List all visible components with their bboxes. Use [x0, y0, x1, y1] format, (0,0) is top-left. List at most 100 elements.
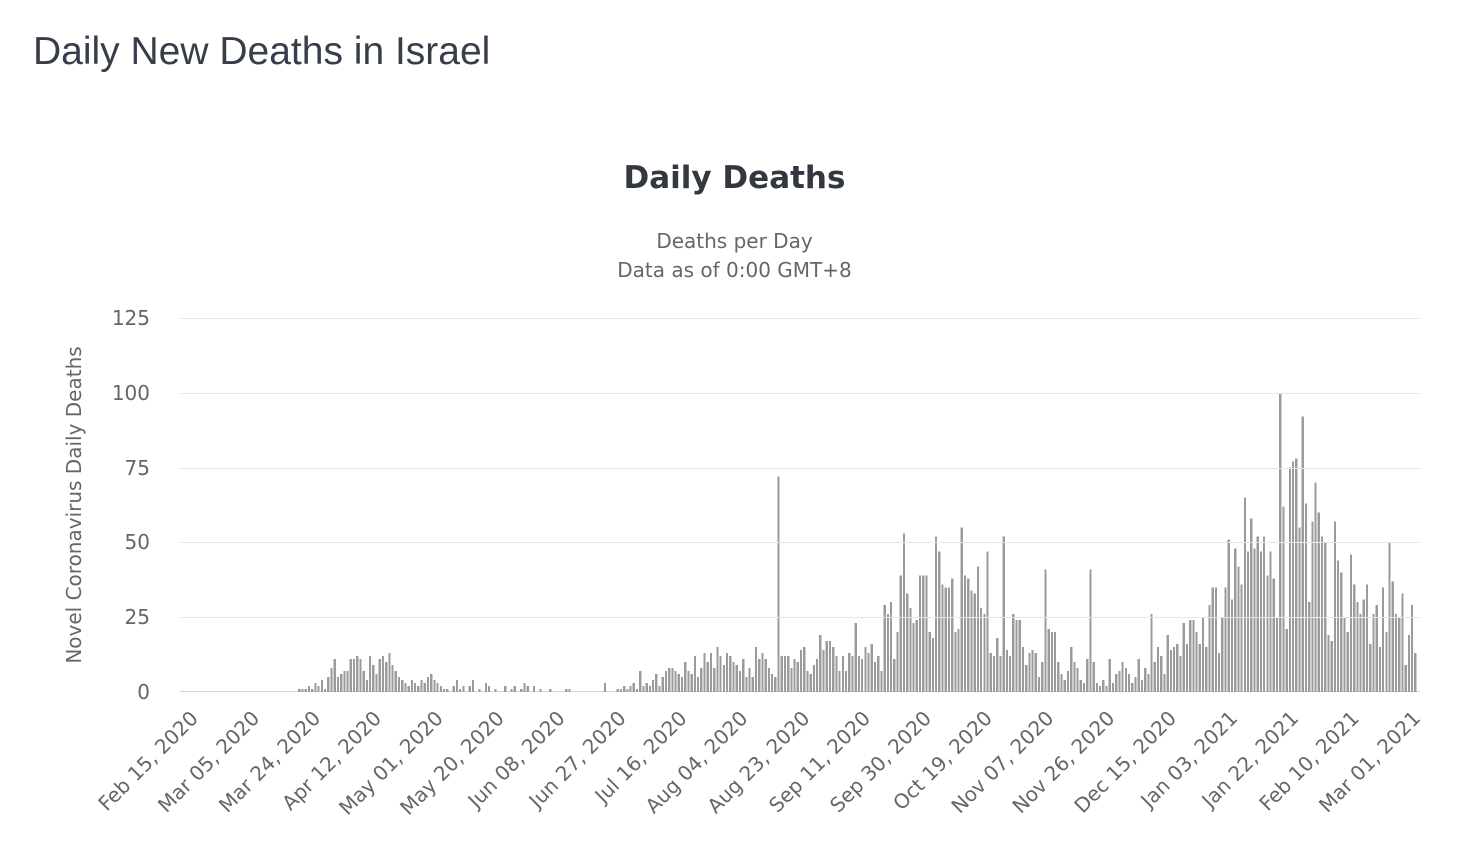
bar	[533, 686, 536, 692]
bar	[918, 575, 922, 692]
bar	[1356, 602, 1359, 692]
bar	[639, 671, 642, 692]
bar	[1137, 659, 1140, 692]
bar	[1317, 512, 1320, 692]
bar	[1369, 644, 1372, 692]
bar	[1243, 497, 1246, 692]
bar	[1025, 665, 1028, 692]
bar	[648, 686, 651, 692]
bar	[626, 689, 629, 692]
bar	[1060, 674, 1063, 692]
bar	[352, 659, 356, 692]
bar	[1018, 620, 1021, 692]
bar	[951, 578, 954, 692]
bar	[851, 656, 854, 692]
bar	[1337, 560, 1340, 692]
bar	[1034, 653, 1037, 692]
bar	[426, 677, 430, 692]
bar	[1256, 536, 1259, 692]
bar	[616, 689, 619, 692]
bar	[1385, 632, 1388, 692]
bar	[1169, 650, 1172, 692]
bar	[1111, 683, 1115, 692]
bar	[520, 689, 523, 692]
bar	[806, 671, 809, 692]
bar	[1201, 617, 1205, 692]
bar	[1234, 548, 1237, 692]
bar	[1099, 686, 1102, 692]
bar	[1291, 461, 1295, 692]
bar	[684, 662, 687, 692]
bar	[1404, 665, 1407, 692]
bar	[909, 608, 912, 692]
bar	[893, 659, 896, 692]
bar	[1353, 584, 1356, 692]
bar	[1031, 650, 1034, 692]
bar	[1407, 635, 1410, 692]
x-axis-labels: Feb 15, 2020 Mar 05, 2020 Mar 24, 2020 Apr …	[93, 701, 1425, 851]
bar	[680, 677, 684, 692]
bar	[1308, 602, 1311, 692]
bar	[1211, 587, 1214, 692]
bar	[1365, 584, 1369, 692]
bar	[359, 659, 362, 692]
bar	[761, 653, 764, 692]
bar	[880, 671, 883, 692]
bar	[568, 689, 571, 692]
bar	[1378, 647, 1382, 692]
bar	[767, 668, 770, 692]
bar	[674, 671, 677, 692]
bar	[1218, 653, 1221, 692]
y-axis-labels: 0 25 50 75 100 125	[0, 307, 152, 703]
bar	[1304, 503, 1308, 692]
bar	[1044, 569, 1047, 692]
bar	[973, 593, 976, 692]
bar	[719, 656, 722, 692]
bar	[369, 656, 372, 692]
bar	[1394, 614, 1398, 692]
bar	[340, 674, 343, 692]
bar	[935, 536, 938, 692]
bar	[1185, 644, 1189, 692]
bar	[742, 659, 745, 692]
bar	[1391, 581, 1394, 692]
bar	[796, 662, 799, 692]
bar	[976, 566, 980, 692]
bar	[1330, 641, 1333, 692]
bar	[314, 683, 317, 692]
bar	[1327, 635, 1330, 692]
bar	[487, 686, 491, 692]
bar	[992, 656, 996, 692]
bar	[655, 674, 658, 692]
bar	[1050, 632, 1053, 692]
bar	[1070, 647, 1073, 692]
bar	[915, 620, 918, 692]
bar	[922, 575, 925, 692]
bar	[938, 551, 941, 692]
bar	[343, 671, 346, 692]
bar	[835, 656, 838, 692]
bar	[671, 668, 674, 692]
bar	[320, 680, 323, 692]
bar	[816, 659, 819, 692]
bar	[404, 683, 407, 692]
bar	[1102, 680, 1105, 692]
bar	[1037, 677, 1041, 692]
bar	[317, 686, 320, 692]
bar	[867, 653, 870, 692]
bar	[758, 659, 761, 692]
y-tick-label: 100	[111, 380, 150, 405]
bar	[1076, 668, 1079, 692]
bar	[1237, 566, 1240, 692]
bar	[954, 632, 957, 692]
bar	[980, 608, 983, 692]
bar	[838, 671, 841, 692]
bar	[565, 689, 568, 692]
bar	[603, 683, 606, 692]
bar	[1153, 662, 1156, 692]
bar	[385, 662, 388, 692]
bar	[812, 665, 815, 692]
bar	[928, 632, 931, 692]
bar	[494, 689, 497, 692]
bar	[841, 656, 844, 692]
